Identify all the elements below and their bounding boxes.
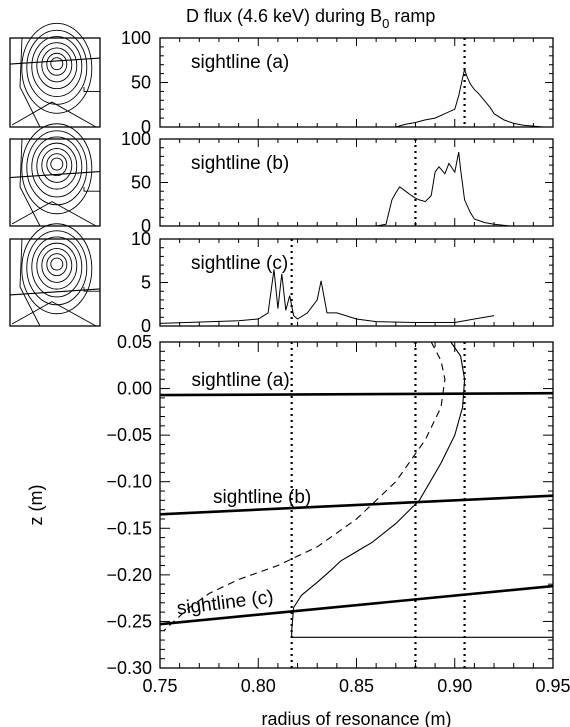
x-tick-label: 0.95 — [535, 676, 570, 696]
flux-contour — [36, 42, 78, 90]
flux-series-line — [159, 269, 495, 324]
y-tick-label: −0.10 — [106, 472, 152, 492]
sightline-chord — [9, 288, 101, 296]
chart-title-main: D flux (4.6 keV) during B — [186, 6, 382, 26]
sightline-chord — [9, 57, 101, 65]
y-tick-label: 0.05 — [117, 332, 152, 352]
flux-contour — [41, 47, 73, 83]
sightline-label: sightline (b) — [213, 487, 311, 508]
separatrix-line — [11, 201, 97, 227]
separatrix-line — [19, 238, 41, 327]
flux-surface-thumbnail-a — [9, 22, 101, 128]
resonance-curve-solid — [291, 341, 466, 631]
thumbnail-frame — [9, 238, 101, 327]
flux-contour — [46, 153, 68, 177]
wall-line — [83, 86, 100, 92]
flux-surface-thumbnail-c — [9, 223, 101, 327]
flux-contour — [31, 136, 83, 198]
y-tick-label: 5 — [141, 273, 151, 293]
flux-contour — [21, 22, 93, 114]
panel-label: sightline (b) — [191, 153, 289, 174]
flux-contour — [36, 142, 78, 190]
flux-contour — [46, 52, 68, 76]
flux-contour — [50, 157, 64, 171]
wall-line — [83, 286, 100, 292]
flux-series-line — [376, 152, 510, 227]
y-tick-label: −0.15 — [106, 518, 152, 538]
resonance-curve-dashed — [163, 341, 446, 632]
y-tick-label: 10 — [131, 229, 151, 249]
thumbnail-frame — [9, 37, 101, 128]
resonance-curve-tail — [291, 630, 553, 638]
bottom-panel: 0.75 0.80 0.85 0.90 0.95 0.05 0.00 −0.05 −0.10 −0… — [26, 332, 570, 727]
y-tick-label: 50 — [131, 173, 151, 193]
flux-contour — [50, 257, 64, 271]
chart-title-suffix: ramp — [394, 6, 435, 26]
flux-surface-thumbnails — [9, 22, 101, 327]
y-tick-label: 0.00 — [117, 379, 152, 399]
flux-contour — [36, 242, 78, 290]
sightline-label: sightline (a) — [191, 370, 289, 391]
sightline-c — [159, 584, 554, 626]
y-tick-label: 0 — [141, 117, 151, 137]
y-tick-label: 100 — [121, 129, 151, 149]
y-tick-label: −0.30 — [106, 658, 152, 678]
chart-title: D flux (4.6 keV) during B0 ramp — [186, 6, 435, 31]
flux-contour — [26, 29, 88, 105]
x-tick-label: 0.75 — [142, 676, 177, 696]
panel-label: sightline (c) — [191, 253, 288, 274]
separatrix-line — [11, 301, 97, 327]
flux-panel-a: 100 50 0 sightline (a) — [121, 28, 554, 137]
flux-contour — [46, 253, 68, 277]
x-tick-label: 0.90 — [437, 676, 472, 696]
flux-panel-c: 10 5 0 sightline (c) — [131, 229, 554, 336]
y-tick-label: 100 — [121, 28, 151, 48]
x-axis-label: radius of resonance (m) — [261, 709, 451, 727]
flux-contour — [21, 223, 93, 315]
separatrix-line — [19, 138, 41, 227]
flux-contour — [26, 130, 88, 206]
flux-panel-b: 100 50 0 sightline (b) — [121, 129, 554, 236]
y-tick-label: 0 — [141, 316, 151, 336]
sightline-chord — [9, 170, 101, 179]
y-tick-label: −0.25 — [106, 611, 152, 631]
y-tick-label: 0 — [141, 216, 151, 236]
y-tick-label: 50 — [131, 73, 151, 93]
y-tick-label: −0.05 — [106, 425, 152, 445]
chart-title-subscript: 0 — [382, 16, 389, 31]
sightline-b — [159, 494, 554, 516]
wall-line — [83, 186, 100, 192]
y-axis-label: z (m) — [26, 485, 46, 526]
thumbnail-frame — [9, 138, 101, 227]
flux-contour — [41, 247, 73, 283]
y-tick-label: −0.20 — [106, 565, 152, 585]
flux-contour — [41, 147, 73, 183]
flux-contour — [31, 36, 83, 97]
flux-surface-thumbnail-b — [9, 123, 101, 227]
flux-contour — [21, 123, 93, 215]
flux-contour — [31, 236, 83, 298]
sightline-a — [159, 391, 554, 397]
x-tick-label: 0.85 — [339, 676, 374, 696]
flux-series-line — [160, 67, 544, 128]
separatrix-line — [19, 37, 41, 128]
x-tick-label: 0.80 — [241, 676, 276, 696]
separatrix-line — [11, 101, 97, 128]
panel-label: sightline (a) — [191, 52, 289, 73]
flux-contour — [50, 57, 64, 71]
